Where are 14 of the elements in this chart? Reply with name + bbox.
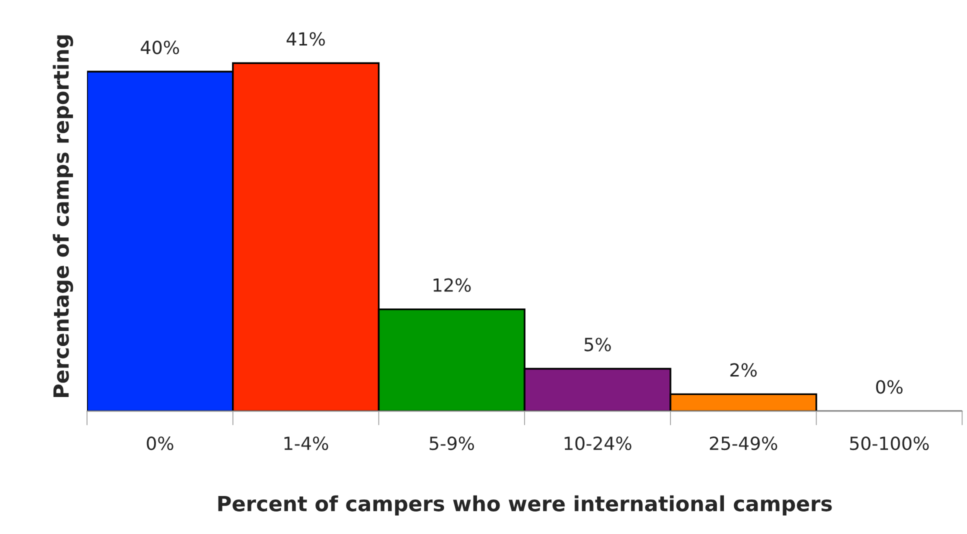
x-tick-label: 1-4% [284, 436, 328, 450]
data-label: 41% [286, 32, 325, 46]
x-tick-label: 50-100% [850, 436, 929, 450]
x-tick-label: 10-24% [564, 436, 632, 450]
data-label: 40% [140, 40, 180, 54]
y-axis-title: Percentage of camps reporting [52, 35, 74, 398]
data-label: 2% [730, 363, 757, 377]
data-label: 12% [434, 278, 471, 292]
x-axis-title: Percent of campers who were international campers [218, 495, 832, 516]
data-label: 5% [584, 338, 611, 352]
x-tick-label: 5-9% [430, 436, 474, 450]
x-tick-label: 0% [146, 436, 174, 450]
data-label: 0% [876, 380, 903, 394]
x-tick-label: 25-49% [710, 436, 778, 450]
